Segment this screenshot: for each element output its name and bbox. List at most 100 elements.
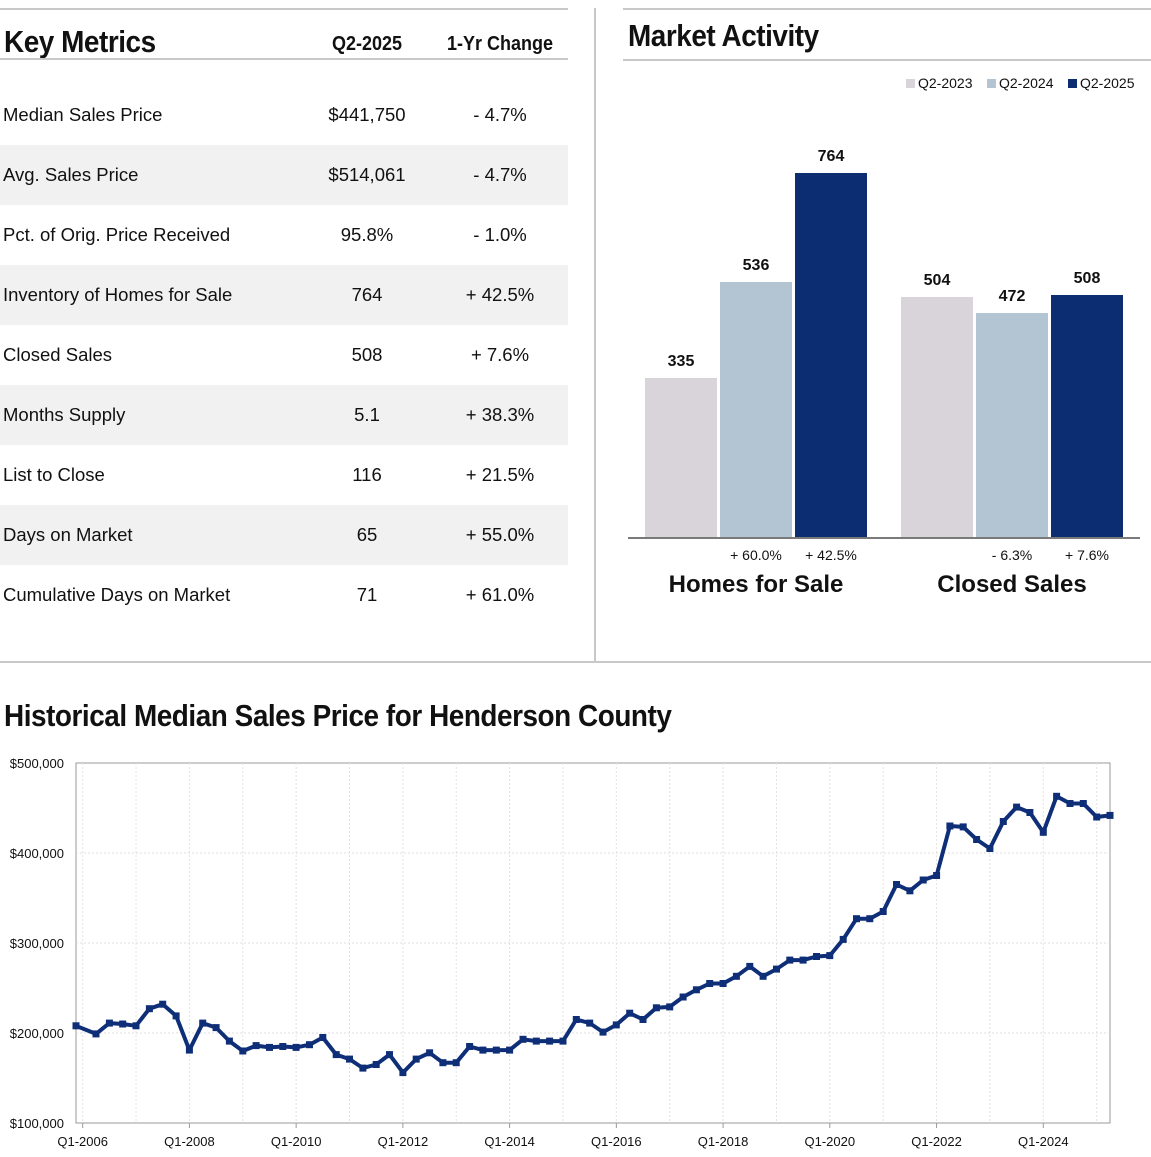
metric-value: 764 xyxy=(351,284,383,305)
data-point xyxy=(132,1022,140,1030)
data-point xyxy=(586,1019,594,1027)
data-point xyxy=(492,1046,500,1054)
key-metrics-header-rule xyxy=(0,58,568,60)
market-activity-title: Market Activity xyxy=(628,18,819,53)
bar-change-label: + 42.5% xyxy=(805,547,857,563)
metric-change: + 42.5% xyxy=(465,284,535,305)
bar xyxy=(976,312,1048,538)
data-point xyxy=(919,876,927,884)
data-point xyxy=(266,1043,273,1051)
metric-label: Days on Market xyxy=(3,524,133,545)
metric-change: - 1.0% xyxy=(473,224,527,245)
data-point xyxy=(239,1047,247,1055)
data-point xyxy=(426,1049,434,1057)
data-point xyxy=(732,972,740,980)
vertical-divider xyxy=(594,8,596,662)
data-point xyxy=(479,1046,487,1054)
data-point xyxy=(906,887,914,895)
data-point xyxy=(999,818,1007,825)
data-point xyxy=(799,956,807,964)
data-point xyxy=(1093,813,1101,821)
data-point xyxy=(1053,792,1061,800)
bar xyxy=(720,282,792,538)
column-header-change: 1-Yr Change xyxy=(446,33,554,55)
historical-chart-title: Historical Median Sales Price for Hender… xyxy=(4,698,672,733)
data-point xyxy=(452,1059,460,1067)
data-point xyxy=(399,1069,407,1077)
x-tick-label: Q1-2012 xyxy=(378,1134,429,1149)
y-tick-label: $100,000 xyxy=(10,1116,64,1131)
metric-value: 71 xyxy=(356,584,378,605)
historical-line-chart: $100,000 $200,000 $300,000 $400,000 $500,000… xyxy=(10,756,1114,1149)
metric-value: 5.1 xyxy=(354,404,380,425)
x-tick-label: Q1-2008 xyxy=(164,1134,215,1149)
bar-value-label: 335 xyxy=(667,353,695,371)
data-point xyxy=(185,1046,193,1054)
data-point xyxy=(506,1046,514,1054)
table-row: List to Close 116 + 21.5% xyxy=(0,445,568,505)
data-point xyxy=(1026,809,1034,816)
metric-label: Median Sales Price xyxy=(3,104,163,125)
metric-value: $514,061 xyxy=(328,164,406,185)
data-point xyxy=(652,1004,660,1012)
data-point xyxy=(279,1043,287,1050)
bar-value-label: 764 xyxy=(817,148,845,166)
data-point xyxy=(412,1055,420,1063)
data-point xyxy=(439,1059,447,1067)
data-point xyxy=(1066,800,1074,807)
data-point xyxy=(1013,803,1021,811)
data-point xyxy=(719,980,727,987)
table-row: Pct. of Orig. Price Received 95.8% - 1.0% xyxy=(0,205,568,265)
data-point xyxy=(546,1037,554,1045)
data-point xyxy=(306,1041,313,1049)
data-point xyxy=(826,952,834,960)
y-tick-label: $400,000 xyxy=(10,846,64,861)
bar xyxy=(1051,295,1123,538)
data-point xyxy=(319,1034,327,1041)
legend-swatch xyxy=(987,79,996,88)
table-row: Closed Sales 508 + 7.6% xyxy=(0,325,568,385)
metric-label: Closed Sales xyxy=(3,344,113,365)
x-tick-label: Q1-2018 xyxy=(698,1134,749,1149)
data-point xyxy=(72,1022,80,1030)
table-row: Median Sales Price $441,750 - 4.7% xyxy=(0,85,568,145)
data-point xyxy=(466,1043,474,1050)
data-point xyxy=(879,908,887,915)
metric-change: - 4.7% xyxy=(473,104,527,125)
table-row: Months Supply 5.1 + 38.3% xyxy=(0,385,568,445)
data-point xyxy=(1106,811,1114,819)
metric-change: + 55.0% xyxy=(465,524,535,545)
data-point xyxy=(986,845,994,852)
horizontal-divider xyxy=(0,661,1151,663)
data-point xyxy=(599,1028,607,1036)
metric-label: Months Supply xyxy=(3,404,126,425)
market-activity-top-rule xyxy=(623,8,1151,10)
data-point xyxy=(626,1009,634,1017)
y-tick-label: $300,000 xyxy=(10,936,64,951)
data-point xyxy=(212,1024,220,1032)
data-point xyxy=(145,1005,153,1013)
metric-change: + 21.5% xyxy=(465,464,535,485)
data-point xyxy=(1079,800,1087,807)
data-point xyxy=(853,915,860,923)
metric-change: + 61.0% xyxy=(465,584,535,605)
x-tick-label: Q1-2022 xyxy=(911,1134,962,1149)
y-tick-label: $200,000 xyxy=(10,1026,64,1041)
table-row: Days on Market 65 + 55.0% xyxy=(0,505,568,565)
bar-chart-baseline xyxy=(628,537,1140,539)
data-point xyxy=(119,1020,127,1028)
market-activity-header-rule xyxy=(623,59,1151,61)
legend-label: Q2-2023 xyxy=(918,75,973,91)
key-metrics-rows: Median Sales Price $441,750- 4.7% Avg. Sal… xyxy=(0,85,568,625)
y-tick-label: $500,000 xyxy=(10,756,64,771)
data-point xyxy=(386,1051,393,1059)
data-point xyxy=(372,1061,380,1068)
bar xyxy=(645,378,717,538)
x-tick-label: Q1-2006 xyxy=(57,1134,108,1149)
data-point xyxy=(706,980,714,987)
x-tick-label: Q1-2016 xyxy=(591,1134,642,1149)
bar xyxy=(901,297,973,538)
data-point xyxy=(773,965,780,973)
metric-label: Avg. Sales Price xyxy=(3,164,139,185)
data-point xyxy=(933,872,941,879)
